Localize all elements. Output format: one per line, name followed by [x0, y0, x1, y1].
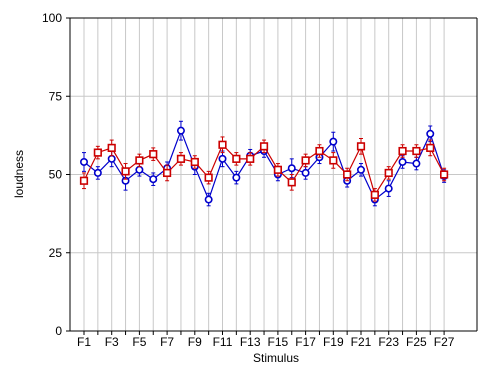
grid	[70, 17, 477, 331]
y-tick-label: 100	[42, 11, 62, 25]
data-point	[287, 178, 296, 187]
data-point	[273, 165, 283, 174]
x-tick-label: F13	[240, 335, 261, 349]
data-point	[121, 167, 130, 176]
data-point	[384, 184, 393, 193]
data-point	[190, 157, 199, 167]
data-point	[232, 154, 241, 163]
y-axis-title: loudness	[12, 150, 26, 198]
data-point	[356, 142, 366, 151]
data-point	[163, 168, 172, 178]
x-tick-label: F11	[213, 335, 233, 349]
data-point	[412, 159, 421, 168]
data-point	[329, 137, 338, 146]
data-point	[384, 168, 393, 178]
x-tick-label: F15	[268, 335, 289, 349]
data-point	[93, 148, 102, 157]
data-point	[426, 129, 435, 138]
axes	[66, 17, 478, 335]
x-tick-label: F5	[132, 335, 146, 349]
data-point	[356, 165, 365, 174]
data-point	[204, 195, 213, 204]
data-point	[218, 140, 227, 149]
y-tick-label: 75	[49, 89, 63, 103]
data-point	[149, 150, 158, 159]
data-point	[204, 173, 213, 182]
data-point	[93, 168, 102, 177]
data-point	[301, 156, 310, 165]
data-point	[287, 164, 296, 173]
data-point	[176, 154, 186, 163]
data-point	[107, 143, 116, 152]
y-tick-label: 0	[55, 324, 62, 338]
data-point	[329, 156, 338, 165]
data-point	[232, 173, 241, 182]
data-point	[426, 143, 435, 152]
x-tick-label: F17	[295, 335, 316, 349]
data-point	[135, 156, 144, 165]
data-point	[80, 157, 89, 166]
y-tick-label: 50	[49, 168, 63, 182]
x-tick-label: F3	[105, 335, 119, 349]
data-point	[135, 165, 144, 174]
data-point	[343, 170, 352, 179]
x-tick-label: F23	[378, 335, 399, 349]
data-point	[79, 176, 89, 185]
x-tick-label: F19	[323, 335, 344, 349]
labels: 0 25 50 75 100 F1 F3 F5 F7 F9 F11 F13 F15 F17 F19 F21 F2…	[42, 11, 455, 349]
x-tick-label: F7	[160, 335, 174, 349]
x-tick-label: F27	[434, 335, 455, 349]
data-point	[370, 190, 379, 199]
data-point	[315, 146, 324, 156]
data-point	[246, 154, 255, 163]
x-tick-label: F1	[77, 335, 91, 349]
x-tick-label: F25	[406, 335, 427, 349]
data-point	[301, 168, 310, 177]
y-tick-label: 25	[49, 246, 63, 260]
data-point	[439, 170, 449, 179]
x-tick-label: F9	[188, 335, 202, 349]
data-point	[107, 154, 116, 163]
data-point	[218, 154, 227, 163]
data-point	[398, 146, 407, 156]
data-point	[149, 175, 158, 184]
x-axis-title: Stimulus	[253, 351, 299, 365]
data-point	[398, 157, 407, 166]
data-point	[412, 146, 421, 156]
data-point	[259, 142, 269, 151]
data-point	[176, 126, 185, 135]
series-layer	[79, 120, 449, 207]
x-tick-label: F21	[351, 335, 372, 349]
